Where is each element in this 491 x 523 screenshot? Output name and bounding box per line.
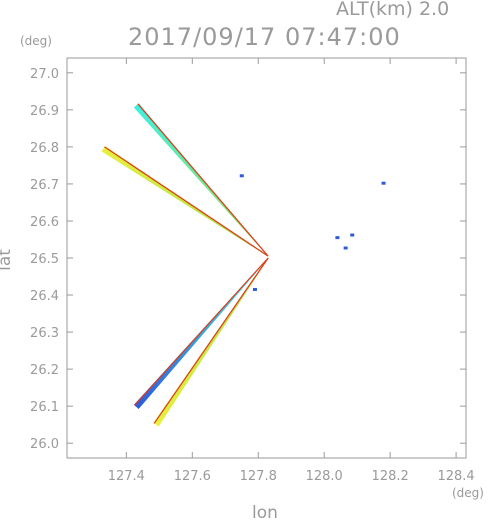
x-tick-label: 128.0 bbox=[306, 469, 343, 484]
x-tick-label: 128.4 bbox=[437, 469, 474, 484]
y-tick-label: 26.5 bbox=[30, 252, 59, 267]
timestamp-title: 2017/09/17 07:47:00 bbox=[128, 23, 401, 51]
y-tick-label: 27.0 bbox=[30, 67, 59, 82]
x-tick-label: 128.2 bbox=[372, 469, 409, 484]
beam-series-3 bbox=[133, 257, 269, 410]
echo-point-3 bbox=[335, 236, 340, 240]
y-tick-label: 26.7 bbox=[30, 178, 59, 193]
y-tick-label: 26.4 bbox=[30, 289, 59, 304]
y-tick-label: 26.8 bbox=[30, 141, 59, 156]
x-tick-label: 127.4 bbox=[108, 469, 145, 484]
y-tick-label: 26.0 bbox=[30, 437, 59, 452]
beam-edge-1 bbox=[137, 103, 269, 257]
echo-point-1 bbox=[239, 174, 244, 178]
plot-frame bbox=[66, 57, 467, 459]
beam-edge-4 bbox=[153, 257, 269, 424]
altitude-label: ALT(km) 2.0 bbox=[336, 0, 450, 20]
y-tick-label: 26.3 bbox=[30, 326, 59, 341]
echo-point-4 bbox=[343, 246, 348, 250]
y-tick-label: 26.2 bbox=[30, 363, 59, 378]
beam-band-1 bbox=[133, 103, 269, 257]
x-tick-label: 127.6 bbox=[174, 469, 211, 484]
y-tick-label: 26.9 bbox=[30, 104, 59, 119]
x-unit-label: (deg) bbox=[452, 486, 484, 500]
echo-point-6 bbox=[252, 287, 257, 291]
echo-point-5 bbox=[350, 233, 355, 237]
beam-series-2 bbox=[101, 146, 269, 257]
y-tick-label: 26.1 bbox=[30, 400, 59, 415]
x-axis-title: lon bbox=[252, 503, 278, 523]
beam-edge-3 bbox=[134, 257, 269, 406]
beam-series-4 bbox=[153, 257, 269, 427]
x-tick-label: 127.8 bbox=[240, 469, 277, 484]
echo-point-2 bbox=[381, 181, 386, 185]
y-unit-label: (deg) bbox=[20, 34, 52, 48]
y-tick-label: 26.6 bbox=[30, 215, 59, 230]
y-axis-title: lat bbox=[0, 249, 15, 271]
beam-series-1 bbox=[133, 103, 269, 257]
beam-edge-2 bbox=[104, 146, 269, 257]
